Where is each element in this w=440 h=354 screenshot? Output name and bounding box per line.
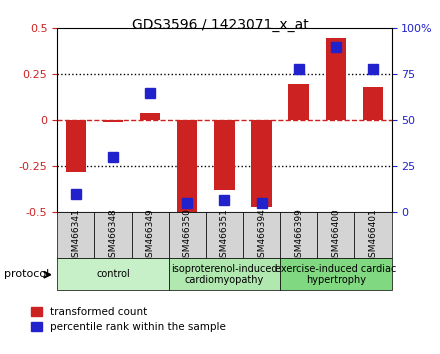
FancyBboxPatch shape bbox=[132, 212, 169, 258]
Text: GDS3596 / 1423071_x_at: GDS3596 / 1423071_x_at bbox=[132, 18, 308, 32]
Bar bbox=[177, 120, 198, 212]
Text: GSM466401: GSM466401 bbox=[369, 208, 378, 263]
FancyBboxPatch shape bbox=[355, 212, 392, 258]
Bar bbox=[251, 120, 272, 207]
Text: GSM466394: GSM466394 bbox=[257, 208, 266, 263]
Text: control: control bbox=[96, 269, 130, 279]
Legend: transformed count, percentile rank within the sample: transformed count, percentile rank withi… bbox=[27, 303, 230, 337]
FancyBboxPatch shape bbox=[57, 258, 169, 290]
Text: GSM466351: GSM466351 bbox=[220, 208, 229, 263]
Text: GSM466400: GSM466400 bbox=[331, 208, 341, 263]
FancyBboxPatch shape bbox=[169, 258, 280, 290]
FancyBboxPatch shape bbox=[169, 212, 206, 258]
Bar bbox=[289, 84, 309, 120]
FancyBboxPatch shape bbox=[94, 212, 132, 258]
Text: GSM466341: GSM466341 bbox=[71, 208, 80, 263]
Bar bbox=[326, 38, 346, 120]
FancyBboxPatch shape bbox=[57, 212, 94, 258]
Text: exercise-induced cardiac
hypertrophy: exercise-induced cardiac hypertrophy bbox=[275, 263, 396, 285]
Text: GSM466349: GSM466349 bbox=[146, 208, 154, 263]
FancyBboxPatch shape bbox=[280, 258, 392, 290]
FancyBboxPatch shape bbox=[280, 212, 317, 258]
Text: GSM466348: GSM466348 bbox=[108, 208, 117, 263]
Bar bbox=[363, 87, 383, 120]
FancyBboxPatch shape bbox=[243, 212, 280, 258]
Bar bbox=[103, 120, 123, 122]
Bar bbox=[140, 113, 160, 120]
Text: GSM466399: GSM466399 bbox=[294, 208, 303, 263]
FancyBboxPatch shape bbox=[317, 212, 355, 258]
FancyBboxPatch shape bbox=[206, 212, 243, 258]
Text: GSM466350: GSM466350 bbox=[183, 208, 192, 263]
Text: isoproterenol-induced
cardiomyopathy: isoproterenol-induced cardiomyopathy bbox=[171, 263, 278, 285]
Text: protocol: protocol bbox=[4, 269, 50, 279]
Bar bbox=[66, 120, 86, 172]
Bar bbox=[214, 120, 235, 190]
